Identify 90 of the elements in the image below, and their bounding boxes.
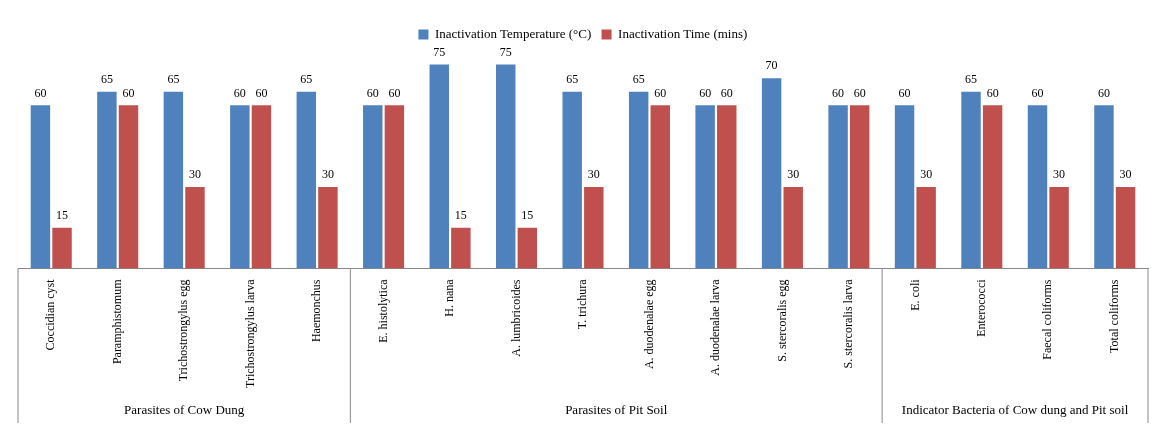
data-label: 60: [1097, 85, 1110, 100]
data-label: 75: [499, 44, 512, 59]
x-tick-label: S. stercoralis egg: [774, 279, 789, 362]
x-tick-label: A. duodenalae larva: [708, 278, 723, 376]
bar: [961, 91, 981, 269]
data-label: 30: [1119, 167, 1132, 182]
bar: [849, 105, 870, 269]
bar: [118, 105, 139, 269]
x-tick-label: Enterococci: [973, 278, 988, 337]
data-label: 60: [832, 85, 845, 100]
data-label: 60: [366, 85, 379, 100]
data-label: 65: [167, 71, 180, 86]
bar: [894, 105, 915, 269]
bar: [916, 186, 936, 269]
bar: [783, 186, 803, 269]
bar: [451, 227, 471, 269]
bar: [251, 105, 272, 269]
data-label: 60: [853, 85, 866, 100]
data-label: 70: [765, 58, 778, 73]
bar: [185, 186, 205, 269]
data-label: 60: [233, 85, 246, 100]
text: Parasites of Cow Dung: [124, 401, 245, 417]
bar: [230, 105, 250, 269]
data-label: 15: [56, 207, 69, 222]
bar: [363, 105, 383, 269]
data-label: 30: [787, 167, 800, 182]
data-label: 60: [255, 85, 268, 100]
data-label: 30: [920, 167, 933, 182]
bar: [562, 91, 582, 269]
bar: [650, 105, 670, 269]
bar: [1027, 105, 1048, 269]
x-tick-label: Coccidian cyst: [43, 278, 58, 351]
bar: [429, 64, 449, 269]
x-tick-label: E. coli: [907, 278, 922, 311]
bar: [1049, 186, 1069, 269]
bar: [1094, 105, 1114, 269]
bar: [30, 105, 51, 269]
data-label: 65: [100, 71, 113, 86]
data-label: 15: [454, 207, 467, 222]
text: Indicator Bacteria of Cow dung and Pit soil: [901, 401, 1129, 417]
bar: [761, 78, 782, 269]
x-tick-label: Faecal coliforms: [1040, 279, 1055, 360]
x-tick-label: T. trichura: [575, 278, 590, 330]
bar: [296, 91, 317, 269]
legend-label: Inactivation Time (mins): [618, 25, 748, 41]
bar: [384, 105, 405, 269]
data-label: 60: [699, 85, 712, 100]
text: Parasites of Pit Soil: [565, 401, 668, 417]
bar: [318, 186, 338, 269]
x-tick-label: A. lumbricoides: [508, 279, 523, 357]
bar: [717, 105, 737, 269]
bar: [828, 105, 848, 269]
data-label: 15: [521, 207, 534, 222]
x-tick-label: A. duodenalae egg: [641, 279, 656, 370]
x-tick-label: Total coliforms: [1106, 279, 1121, 353]
bar: [1115, 186, 1136, 269]
data-label: 60: [898, 85, 911, 100]
bar: [695, 105, 715, 269]
bar: [628, 91, 649, 269]
data-label: 60: [388, 85, 401, 100]
bar: [496, 64, 516, 269]
x-tick-label: Paramphistomum: [109, 278, 124, 365]
data-label: 60: [654, 85, 667, 100]
x-tick-label: S. stercoralis larva: [841, 278, 856, 369]
bar: [584, 186, 604, 269]
data-label: 60: [34, 85, 47, 100]
bar: [97, 91, 117, 269]
data-label: 30: [188, 167, 201, 182]
bar: [163, 91, 184, 269]
bar: [52, 227, 72, 269]
x-tick-label: Trichostrongylus egg: [176, 279, 191, 382]
x-tick-label: Haemonchus: [309, 279, 324, 343]
data-label: 30: [1053, 167, 1066, 182]
data-label: 30: [321, 167, 334, 182]
data-label: 60: [986, 85, 999, 100]
data-label: 65: [566, 71, 579, 86]
data-label: 65: [965, 71, 978, 86]
data-label: 30: [587, 167, 600, 182]
data-label: 60: [720, 85, 733, 100]
data-label: 65: [632, 71, 645, 86]
x-tick-label: H. nana: [442, 278, 457, 317]
x-tick-label: E. histolytica: [375, 278, 390, 343]
bar: [517, 227, 538, 269]
data-label: 65: [300, 71, 313, 86]
data-label: 75: [433, 44, 446, 59]
x-tick-label: Trichostrongylus larva: [242, 278, 257, 389]
bar: [982, 105, 1003, 269]
legend-label: Inactivation Temperature (°C): [434, 25, 592, 41]
data-label: 60: [122, 85, 135, 100]
data-label: 60: [1031, 85, 1044, 100]
